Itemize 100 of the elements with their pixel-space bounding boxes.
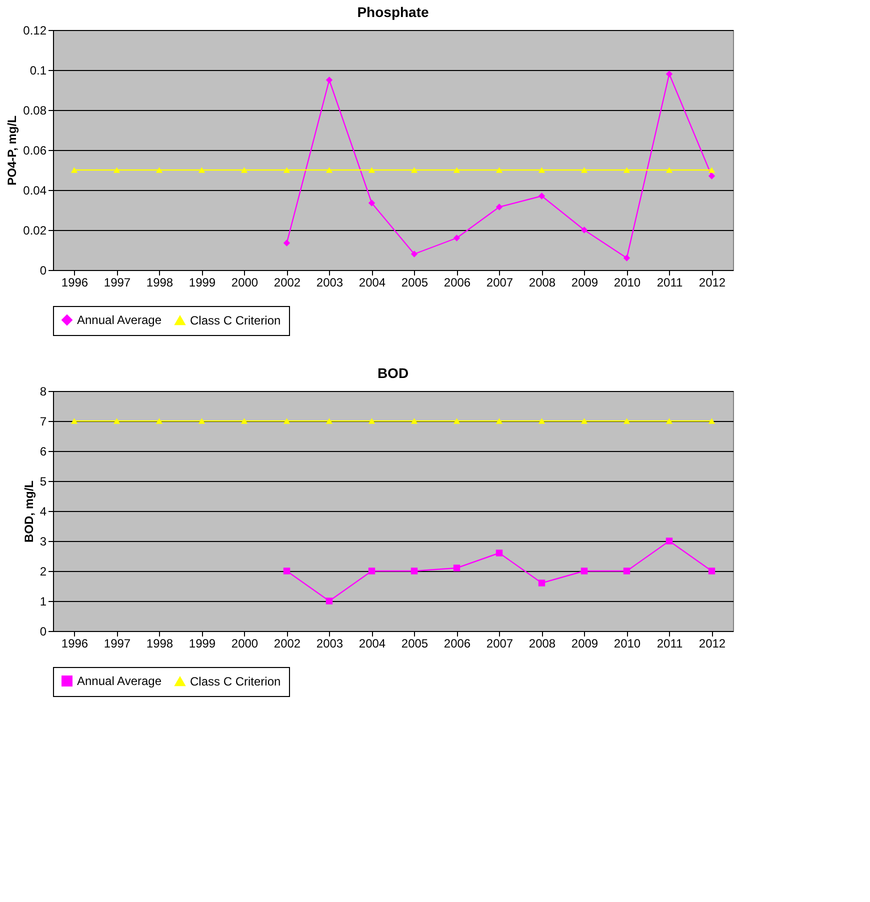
point bbox=[368, 568, 376, 574]
point bbox=[156, 167, 163, 173]
x-tick-label: 1996 bbox=[61, 276, 88, 290]
point bbox=[283, 418, 290, 424]
point bbox=[198, 167, 206, 173]
x-tick-label: 2012 bbox=[698, 276, 726, 290]
point bbox=[410, 250, 418, 258]
y-tick-label: 0.12 bbox=[23, 24, 47, 38]
point bbox=[538, 580, 546, 586]
point bbox=[326, 167, 333, 173]
x-tick-label: 2004 bbox=[358, 636, 386, 650]
x-tick-label: 2007 bbox=[486, 276, 514, 290]
x-tick-label: 2003 bbox=[316, 636, 344, 650]
x-tick-label: 2006 bbox=[444, 636, 471, 650]
x-tick-label: 2011 bbox=[656, 636, 683, 650]
y-tick-label: 0.1 bbox=[30, 64, 47, 78]
x-tick-label: 1997 bbox=[104, 276, 131, 290]
point bbox=[623, 254, 630, 262]
point bbox=[410, 568, 418, 574]
x-tick-label: 2009 bbox=[571, 636, 598, 650]
point bbox=[70, 418, 78, 424]
x-tick-label: 2012 bbox=[698, 636, 726, 650]
point bbox=[708, 167, 716, 173]
legend-label: Annual Average bbox=[77, 313, 162, 327]
x-tick-label: 2008 bbox=[528, 276, 556, 290]
x-tick-label: 1996 bbox=[61, 636, 88, 650]
point bbox=[538, 192, 546, 200]
point bbox=[538, 418, 546, 424]
point bbox=[666, 418, 673, 424]
point bbox=[368, 200, 376, 206]
chart-title: BOD bbox=[377, 365, 409, 381]
point bbox=[326, 418, 333, 424]
legend-label: Class C Criterion bbox=[190, 674, 281, 688]
point bbox=[240, 167, 248, 173]
x-tick-label: 2008 bbox=[528, 636, 556, 650]
point bbox=[453, 167, 460, 173]
point bbox=[453, 234, 460, 242]
x-tick-label: 2005 bbox=[401, 276, 428, 290]
x-tick-label: 2005 bbox=[401, 636, 428, 650]
y-tick-label: 0.02 bbox=[23, 224, 47, 238]
point bbox=[708, 568, 716, 574]
y-tick-label: 8 bbox=[40, 384, 47, 398]
point bbox=[496, 204, 503, 210]
y-tick-label: 5 bbox=[40, 474, 47, 488]
point bbox=[708, 418, 716, 424]
point bbox=[496, 550, 503, 556]
point bbox=[368, 167, 376, 173]
x-tick-label: 1997 bbox=[104, 636, 131, 650]
point bbox=[70, 167, 78, 173]
legend-label: Annual Average bbox=[77, 674, 162, 688]
point bbox=[368, 418, 376, 424]
point bbox=[623, 568, 630, 574]
point bbox=[496, 167, 503, 173]
point bbox=[666, 70, 673, 78]
point bbox=[538, 167, 546, 173]
chart-title: Phosphate bbox=[357, 4, 429, 20]
y-tick-label: 4 bbox=[40, 504, 47, 518]
point bbox=[580, 226, 588, 234]
legend-label: Class C Criterion bbox=[190, 313, 281, 328]
x-tick-label: 1998 bbox=[146, 276, 174, 290]
x-tick-label: 2000 bbox=[231, 276, 258, 290]
point bbox=[453, 564, 460, 572]
point bbox=[580, 167, 588, 173]
y-tick-label: 0.08 bbox=[23, 104, 47, 118]
x-tick-label: 1999 bbox=[188, 276, 216, 290]
point bbox=[113, 418, 120, 424]
y-tick-label: 6 bbox=[40, 444, 47, 458]
x-tick-label: 2007 bbox=[486, 636, 514, 650]
point bbox=[666, 167, 673, 173]
x-tick-label: 2010 bbox=[614, 276, 641, 290]
point bbox=[283, 240, 290, 246]
y-axis-title: PO4-P, mg/L bbox=[5, 116, 20, 186]
point bbox=[496, 418, 503, 424]
point bbox=[453, 418, 460, 424]
x-tick-label: 1998 bbox=[146, 636, 174, 650]
y-tick-label: 2 bbox=[40, 564, 47, 578]
point bbox=[580, 568, 588, 574]
y-tick-label: 0.06 bbox=[23, 144, 47, 158]
point bbox=[708, 172, 716, 180]
x-tick-label: 2002 bbox=[274, 276, 301, 290]
y-tick-label: 7 bbox=[40, 414, 47, 428]
point bbox=[326, 598, 333, 604]
y-tick-label: 0 bbox=[40, 264, 47, 278]
point bbox=[283, 568, 290, 574]
point bbox=[326, 76, 333, 84]
y-tick-label: 3 bbox=[40, 534, 47, 548]
x-tick-label: 2006 bbox=[444, 276, 471, 290]
point bbox=[198, 418, 206, 424]
point bbox=[410, 167, 418, 173]
y-tick-label: 0 bbox=[40, 624, 47, 638]
point bbox=[113, 167, 120, 173]
point bbox=[623, 418, 630, 424]
x-tick-label: 2003 bbox=[316, 276, 344, 290]
point bbox=[156, 418, 163, 424]
x-tick-label: 2011 bbox=[656, 276, 683, 290]
x-tick-label: 2004 bbox=[358, 276, 386, 290]
point bbox=[283, 167, 290, 173]
y-axis-title: BOD, mg/L bbox=[22, 480, 36, 542]
point bbox=[240, 418, 248, 424]
y-tick-label: 1 bbox=[40, 594, 47, 608]
